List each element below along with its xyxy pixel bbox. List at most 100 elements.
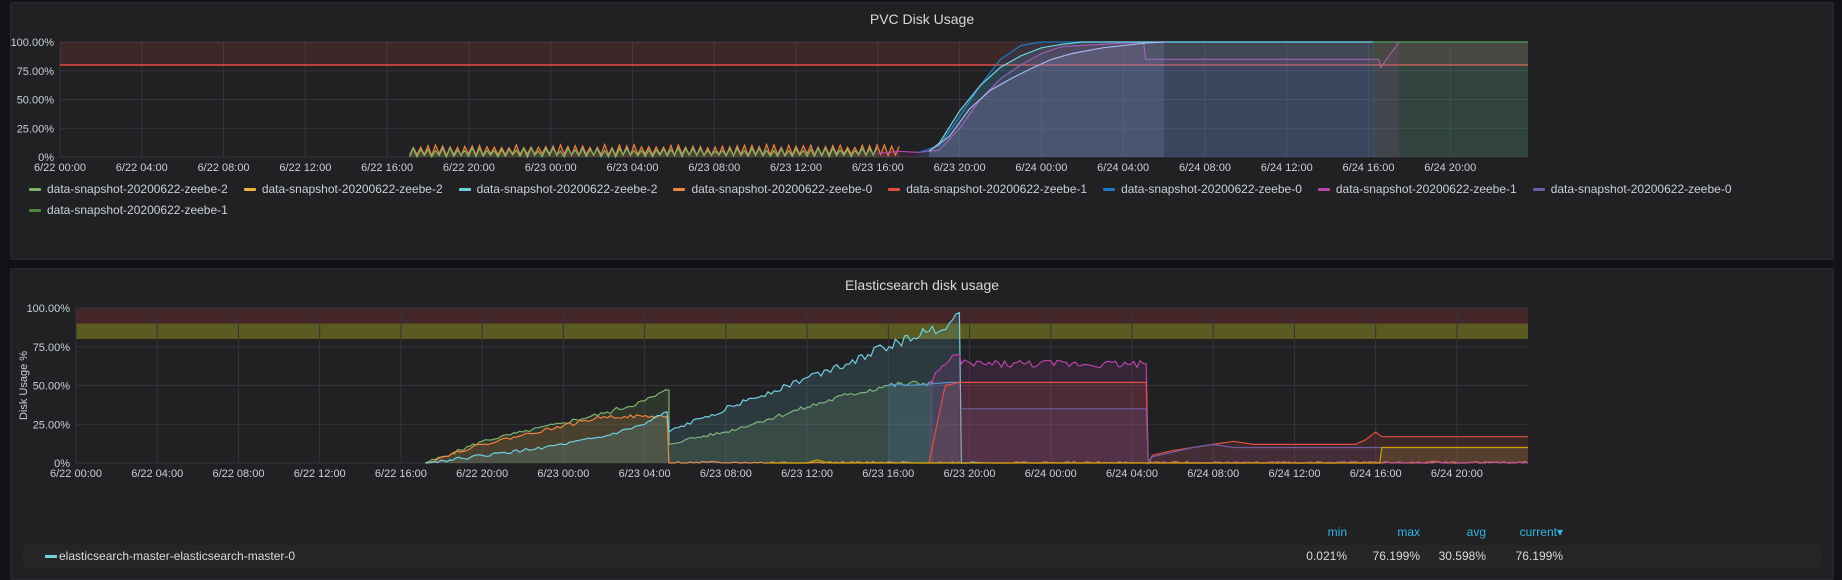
y-tick-label: 50.00% <box>33 381 71 393</box>
x-tick-label: 6/24 12:00 <box>1268 468 1320 480</box>
es-chart[interactable]: 0% 25.00% 50.00% 75.00% 100.00% 6/22 00:00 6/2… <box>11 297 1833 525</box>
legend-item[interactable]: data-snapshot-20200622-zeebe-0 <box>1532 179 1732 200</box>
series-area <box>409 147 877 157</box>
y-tick-label: 75.00% <box>33 342 71 354</box>
x-tick-label: 6/24 00:00 <box>1025 468 1077 480</box>
x-tick-label: 6/24 08:00 <box>1179 162 1231 174</box>
y-tick-label: 0% <box>38 152 54 164</box>
legend-item[interactable]: data-snapshot-20200622-zeebe-1 <box>888 179 1087 200</box>
legend-item[interactable]: data-snapshot-20200622-zeebe-1 <box>29 200 228 221</box>
x-tick-label: 6/24 00:00 <box>1015 162 1067 174</box>
y-tick-label: 100.00% <box>27 303 71 315</box>
pvc-legend: data-snapshot-20200622-zeebe-2 data-snaps… <box>29 179 1819 221</box>
legend-item[interactable]: data-snapshot-20200622-zeebe-1 <box>1317 179 1517 200</box>
series-area <box>928 382 1528 463</box>
x-tick-label: 6/23 12:00 <box>781 468 833 480</box>
x-tick-label: 6/22 00:00 <box>50 468 102 480</box>
legend-swatch <box>1317 188 1330 192</box>
pvc-disk-usage-panel: PVC Disk Usage 0% 25.00% 50.00% 75.00% 100.0… <box>10 2 1834 260</box>
x-tick-label: 6/24 08:00 <box>1187 468 1239 480</box>
legend-swatch <box>1532 188 1545 192</box>
x-tick-label: 6/22 08:00 <box>198 162 250 174</box>
legend-item[interactable]: data-snapshot-20200622-zeebe-0 <box>673 179 872 200</box>
value-avg: 30.598% <box>1438 549 1486 563</box>
y-tick-label: 100.00% <box>11 37 54 49</box>
series-line <box>766 446 1528 464</box>
x-tick-label: 6/24 12:00 <box>1261 162 1313 174</box>
x-tick-label: 6/22 16:00 <box>361 162 413 174</box>
x-tick-label: 6/22 04:00 <box>131 468 183 480</box>
y-tick-label: 25.00% <box>17 123 55 135</box>
value-current: 76.199% <box>1515 549 1563 563</box>
y-tick-label: 75.00% <box>17 66 55 78</box>
value-min: 0.021% <box>1306 549 1347 563</box>
x-tick-label: 6/22 00:00 <box>34 162 86 174</box>
legend-item[interactable]: data-snapshot-20200622-zeebe-2 <box>243 179 443 200</box>
legend-label[interactable]: data-snapshot-20200622-zeebe-0 <box>691 182 873 196</box>
series-area <box>877 42 1400 157</box>
legend-item[interactable]: data-snapshot-20200622-zeebe-2 <box>458 179 658 200</box>
legend-swatch <box>673 188 686 192</box>
legend-label[interactable]: data-snapshot-20200622-zeebe-0 <box>1550 182 1732 196</box>
x-tick-label: 6/23 12:00 <box>770 162 822 174</box>
legend-table-row[interactable]: elasticsearch-master-elasticsearch-maste… <box>23 545 1821 567</box>
threshold-band <box>76 323 1528 339</box>
series-line <box>961 408 1528 465</box>
legend-label[interactable]: data-snapshot-20200622-zeebe-1 <box>47 203 228 217</box>
series-line <box>928 353 1529 464</box>
x-tick-label: 6/23 04:00 <box>619 468 671 480</box>
x-tick-label: 6/23 16:00 <box>862 468 914 480</box>
value-max: 76.199% <box>1372 549 1420 563</box>
legend-swatch <box>888 188 901 192</box>
x-tick-label: 6/23 08:00 <box>688 162 740 174</box>
legend-item[interactable]: data-snapshot-20200622-zeebe-0 <box>1103 179 1302 200</box>
pvc-chart[interactable]: 0% 25.00% 50.00% 75.00% 100.00% 6/22 00:00 6/2… <box>11 31 1833 211</box>
series-line <box>888 381 960 387</box>
x-tick-label: 6/24 16:00 <box>1350 468 1402 480</box>
x-tick-label: 6/23 00:00 <box>525 162 577 174</box>
x-tick-label: 6/22 12:00 <box>294 468 346 480</box>
series-name[interactable]: elasticsearch-master-elasticsearch-maste… <box>59 549 296 563</box>
x-tick-label: 6/22 20:00 <box>443 162 495 174</box>
legend-label[interactable]: data-snapshot-20200622-zeebe-0 <box>1121 182 1302 196</box>
legend-label[interactable]: data-snapshot-20200622-zeebe-1 <box>1335 182 1517 196</box>
x-tick-label: 6/24 16:00 <box>1343 162 1395 174</box>
y-tick-label: 50.00% <box>17 95 55 107</box>
x-tick-label: 6/24 04:00 <box>1106 468 1158 480</box>
series-area <box>928 42 1528 157</box>
elasticsearch-disk-usage-panel: Elasticsearch disk usage 0% 25.00% 50.00% 7… <box>10 268 1834 580</box>
series-line <box>425 311 980 464</box>
panel-title[interactable]: Elasticsearch disk usage <box>844 277 1000 293</box>
legend-swatch <box>29 209 41 213</box>
panel-title[interactable]: PVC Disk Usage <box>869 11 975 27</box>
x-tick-label: 6/23 20:00 <box>944 468 996 480</box>
series-area <box>425 312 980 463</box>
col-current[interactable]: current▾ <box>1519 525 1563 539</box>
legend-label[interactable]: data-snapshot-20200622-zeebe-2 <box>47 182 228 196</box>
legend-swatch <box>243 188 256 192</box>
series-area <box>928 354 1528 463</box>
x-tick-label: 6/22 20:00 <box>456 468 508 480</box>
legend-item[interactable]: data-snapshot-20200622-zeebe-2 <box>29 179 228 200</box>
x-tick-label: 6/23 00:00 <box>537 468 589 480</box>
x-tick-label: 6/23 20:00 <box>934 162 986 174</box>
col-avg[interactable]: avg <box>1466 525 1486 539</box>
legend-label[interactable]: data-snapshot-20200622-zeebe-2 <box>261 182 443 196</box>
col-max[interactable]: max <box>1397 525 1420 539</box>
series-area <box>918 42 1375 157</box>
series-line <box>918 41 1375 153</box>
legend-table-header: min max avg current▾ <box>11 525 1833 543</box>
col-min[interactable]: min <box>1327 525 1347 539</box>
x-tick-label: 6/22 04:00 <box>116 162 168 174</box>
x-tick-label: 6/24 04:00 <box>1097 162 1149 174</box>
legend-label[interactable]: data-snapshot-20200622-zeebe-1 <box>906 182 1088 196</box>
series-area <box>961 408 1528 463</box>
series-area <box>425 381 933 463</box>
x-tick-label: 6/23 04:00 <box>606 162 658 174</box>
legend-swatch <box>1103 188 1116 192</box>
legend-swatch <box>458 188 471 192</box>
legend-label[interactable]: data-snapshot-20200622-zeebe-2 <box>476 182 658 196</box>
threshold-band <box>76 308 1528 324</box>
series-area <box>425 414 1528 463</box>
series-color-swatch[interactable] <box>45 555 57 558</box>
